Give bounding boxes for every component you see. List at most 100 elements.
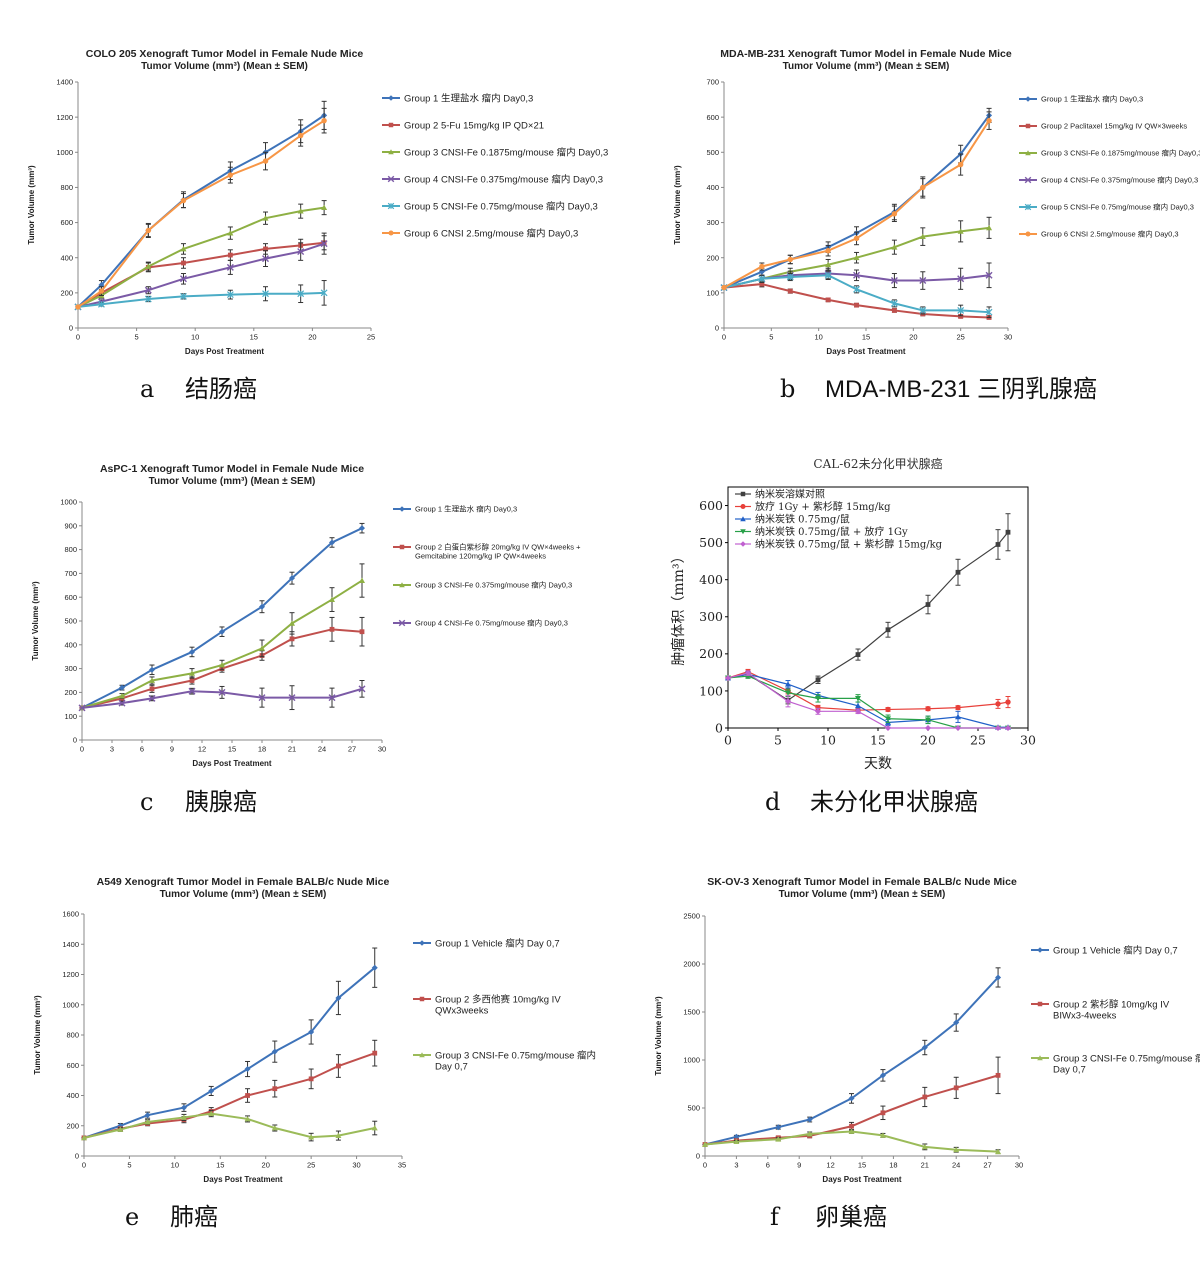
data-point xyxy=(81,1134,87,1141)
legend-swatch-marker xyxy=(740,491,746,497)
data-point xyxy=(289,575,295,582)
y-axis-label: Tumor Volume (mm³) xyxy=(673,165,682,245)
chart-subtitle: Tumor Volume (mm³) (Mean ± SEM) xyxy=(149,476,316,487)
legend-entry-4: Group 4 CNSI-Fe 0.375mg/mouse 瘤内 Day0,3 xyxy=(382,173,603,185)
data-point xyxy=(75,304,81,310)
x-tick-label: 9 xyxy=(797,1161,801,1170)
y-tick-label: 0 xyxy=(696,1152,700,1161)
data-point xyxy=(995,542,1001,547)
legend-entry-3: 纳米炭铁 0.75mg/鼠 xyxy=(735,513,850,526)
y-tick-label: 1600 xyxy=(62,910,79,919)
data-point xyxy=(725,674,731,681)
data-point xyxy=(733,1138,740,1144)
data-point xyxy=(148,694,156,702)
series-line xyxy=(83,1112,375,1139)
legend-entry-3: Group 3 CNSI-Fe 0.1875mg/mouse 瘤内 Day0,3 xyxy=(382,146,608,158)
legend-swatch-marker xyxy=(740,541,746,547)
data-point xyxy=(181,260,186,266)
x-tick-label: 5 xyxy=(769,333,773,342)
data-point xyxy=(308,1076,314,1082)
series-1 xyxy=(702,967,1002,1148)
y-tick-label: 2500 xyxy=(683,912,700,921)
data-point xyxy=(321,117,327,124)
data-point xyxy=(745,670,751,677)
x-tick-label: 0 xyxy=(82,1161,86,1170)
x-tick-label: 0 xyxy=(80,745,84,754)
legend-swatch-marker xyxy=(740,503,746,510)
x-axis-label: 天数 xyxy=(864,756,892,772)
series-2 xyxy=(725,668,1011,713)
series-line xyxy=(727,531,1009,701)
data-point xyxy=(144,1112,151,1119)
data-point xyxy=(855,708,861,715)
legend-swatch-marker xyxy=(388,149,394,155)
data-point xyxy=(371,1125,378,1131)
data-point xyxy=(815,695,821,702)
data-point xyxy=(921,1143,928,1150)
legend-swatch-marker xyxy=(388,122,394,128)
x-tick-label: 10 xyxy=(191,333,199,342)
data-point xyxy=(189,678,195,683)
x-tick-label: 10 xyxy=(171,1161,179,1170)
data-point xyxy=(144,1118,151,1125)
legend-label: 纳米炭溶媒对照 xyxy=(755,488,825,501)
legend-label: Group 1 Vehicle 瘤内 Day 0,7 xyxy=(1053,944,1178,956)
x-tick-label: 21 xyxy=(921,1161,929,1170)
y-tick-label: 200 xyxy=(699,646,723,661)
legend-label-line: Group 2 紫杉醇 10mg/kg IV xyxy=(1053,998,1170,1010)
data-point xyxy=(925,725,931,731)
data-point xyxy=(329,539,335,546)
y-tick-label: 400 xyxy=(66,1091,79,1100)
y-tick-label: 1200 xyxy=(56,113,73,122)
x-tick-label: 30 xyxy=(1015,1161,1023,1170)
x-tick-label: 3 xyxy=(734,1161,738,1170)
x-tick-label: 5 xyxy=(127,1161,131,1170)
data-point xyxy=(721,284,727,291)
data-point xyxy=(226,263,234,271)
series-line xyxy=(727,673,1008,728)
data-point xyxy=(149,686,155,692)
data-point xyxy=(855,695,861,702)
y-tick-label: 100 xyxy=(706,288,719,297)
panel-caption-letter: d xyxy=(765,788,780,816)
legend-entry-1: Group 1 生理盐水 瘤内 Day0,3 xyxy=(393,504,517,514)
data-point xyxy=(985,308,993,316)
data-point xyxy=(921,1044,928,1051)
y-tick-label: 800 xyxy=(66,1031,79,1040)
legend-entry-2: Group 2 多西他赛 10mg/kg IV QWx3weeks xyxy=(413,993,561,1016)
legend-entry-4: Group 4 CNSI-Fe 0.75mg/mouse 瘤内 Day0,3 xyxy=(393,618,568,628)
data-point xyxy=(244,1066,251,1073)
data-point xyxy=(953,1146,960,1153)
data-point xyxy=(1005,529,1011,535)
series-5 xyxy=(725,670,1011,731)
data-point xyxy=(986,224,993,231)
data-point xyxy=(925,706,931,712)
data-point xyxy=(955,704,961,711)
y-tick-label: 300 xyxy=(64,664,77,673)
data-point xyxy=(775,1124,782,1131)
series-line xyxy=(83,1052,376,1139)
data-point xyxy=(759,281,765,287)
legend-entry-5: Group 5 CNSI-Fe 0.75mg/mouse 瘤内 Day0,3 xyxy=(1019,202,1194,212)
series-4 xyxy=(78,680,366,712)
y-axis-label: Tumor Volume (mm³) xyxy=(33,995,42,1075)
series-2 xyxy=(81,1039,378,1141)
data-point xyxy=(320,289,328,297)
data-point xyxy=(786,273,794,281)
data-point xyxy=(825,297,831,303)
chart-title: COLO 205 Xenograft Tumor Model in Female… xyxy=(86,48,364,60)
x-tick-label: 18 xyxy=(258,745,266,754)
data-point xyxy=(149,666,155,673)
legend-label: Group 6 CNSI 2.5mg/mouse 瘤内 Day0,3 xyxy=(404,227,578,239)
data-point xyxy=(985,271,993,279)
data-point xyxy=(180,197,187,204)
data-point xyxy=(244,1115,251,1122)
series-line xyxy=(704,976,999,1146)
x-tick-label: 15 xyxy=(862,333,870,342)
data-point xyxy=(957,228,964,234)
data-point xyxy=(208,1087,215,1094)
legend-swatch-marker xyxy=(419,1052,425,1058)
data-point xyxy=(775,1136,782,1142)
x-tick-label: 20 xyxy=(920,733,936,748)
legend-entry-2: Group 2 紫杉醇 10mg/kg IV BIWx3-4weeks xyxy=(1031,998,1170,1021)
